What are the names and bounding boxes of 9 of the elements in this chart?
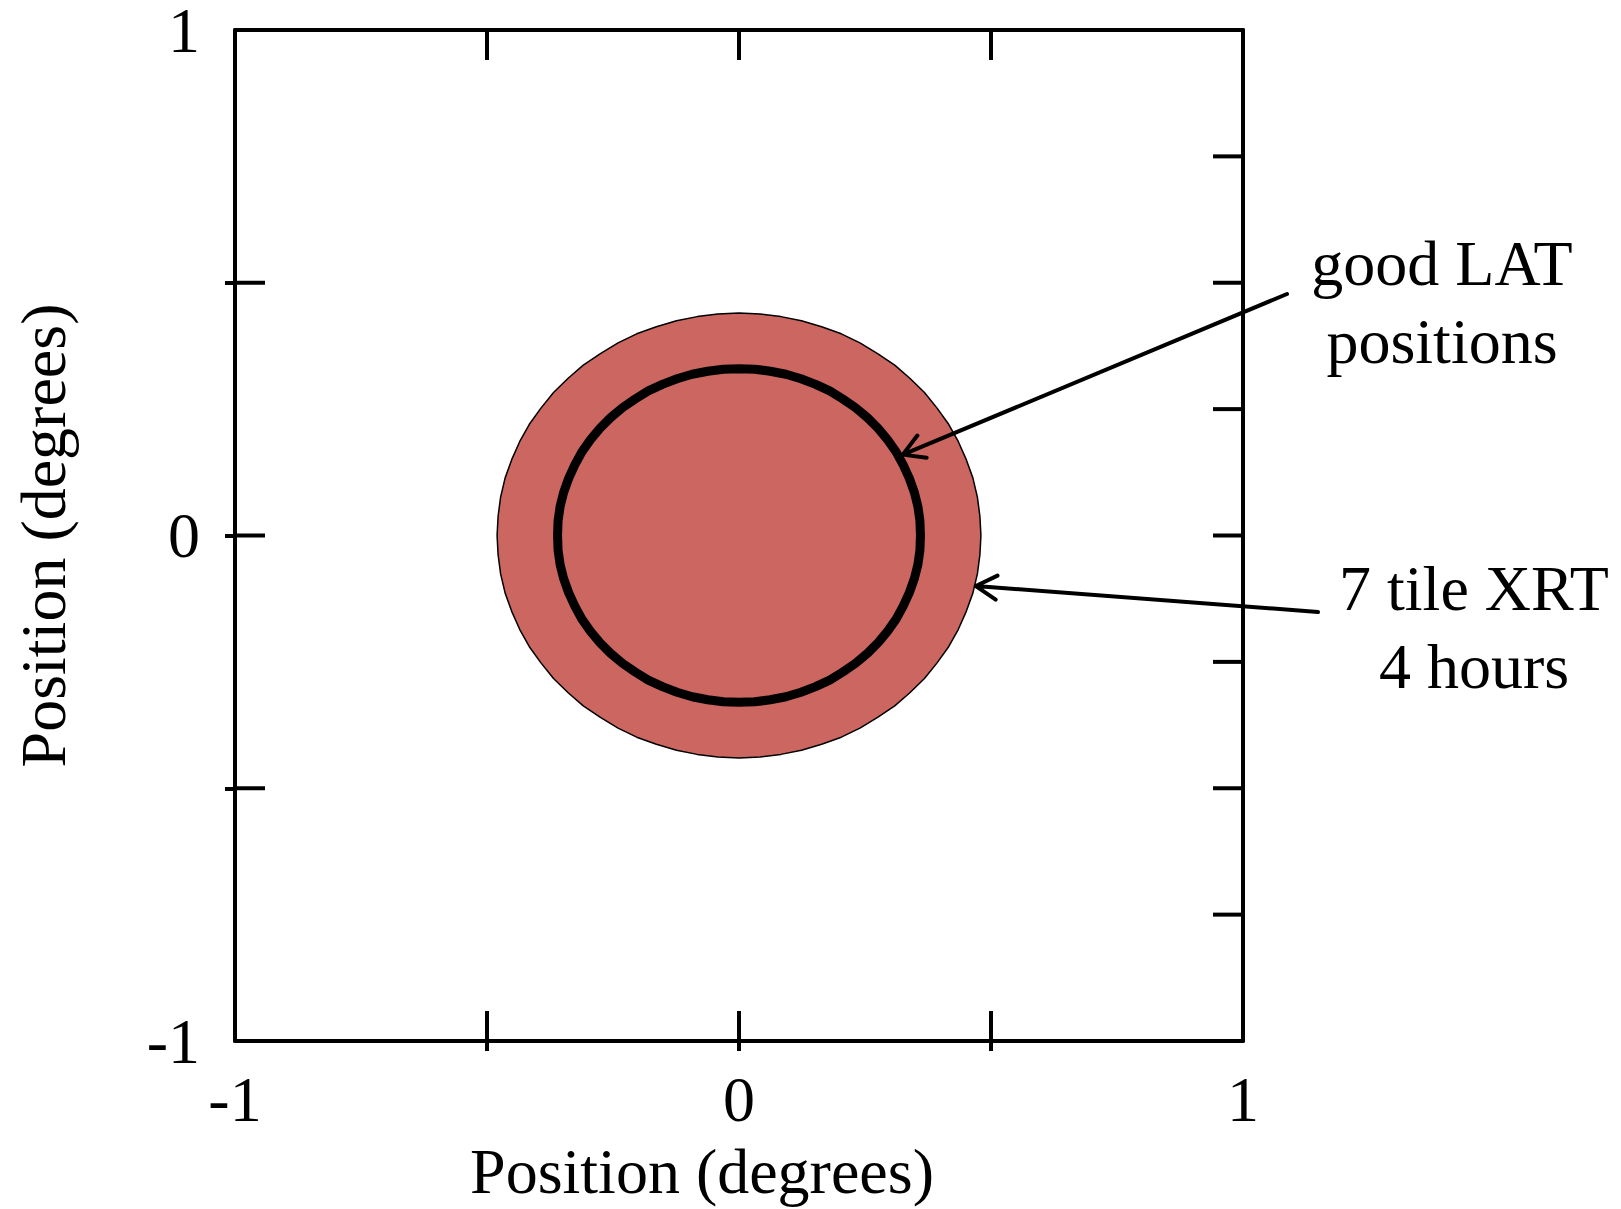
- y-tick-label: 1: [168, 0, 200, 66]
- x-tick-label: 1: [1227, 1063, 1259, 1135]
- y-tick-label: -1: [146, 1005, 200, 1077]
- y-axis-title: Position (degrees): [7, 303, 79, 768]
- annotation: 7 tile XRT 4 hours: [1339, 552, 1609, 702]
- x-tick-label: 0: [723, 1063, 755, 1135]
- y-tick-label: 0: [168, 500, 200, 571]
- x-axis-title: Position (degrees): [470, 1135, 934, 1207]
- annotation: good LAT positions: [1311, 227, 1573, 377]
